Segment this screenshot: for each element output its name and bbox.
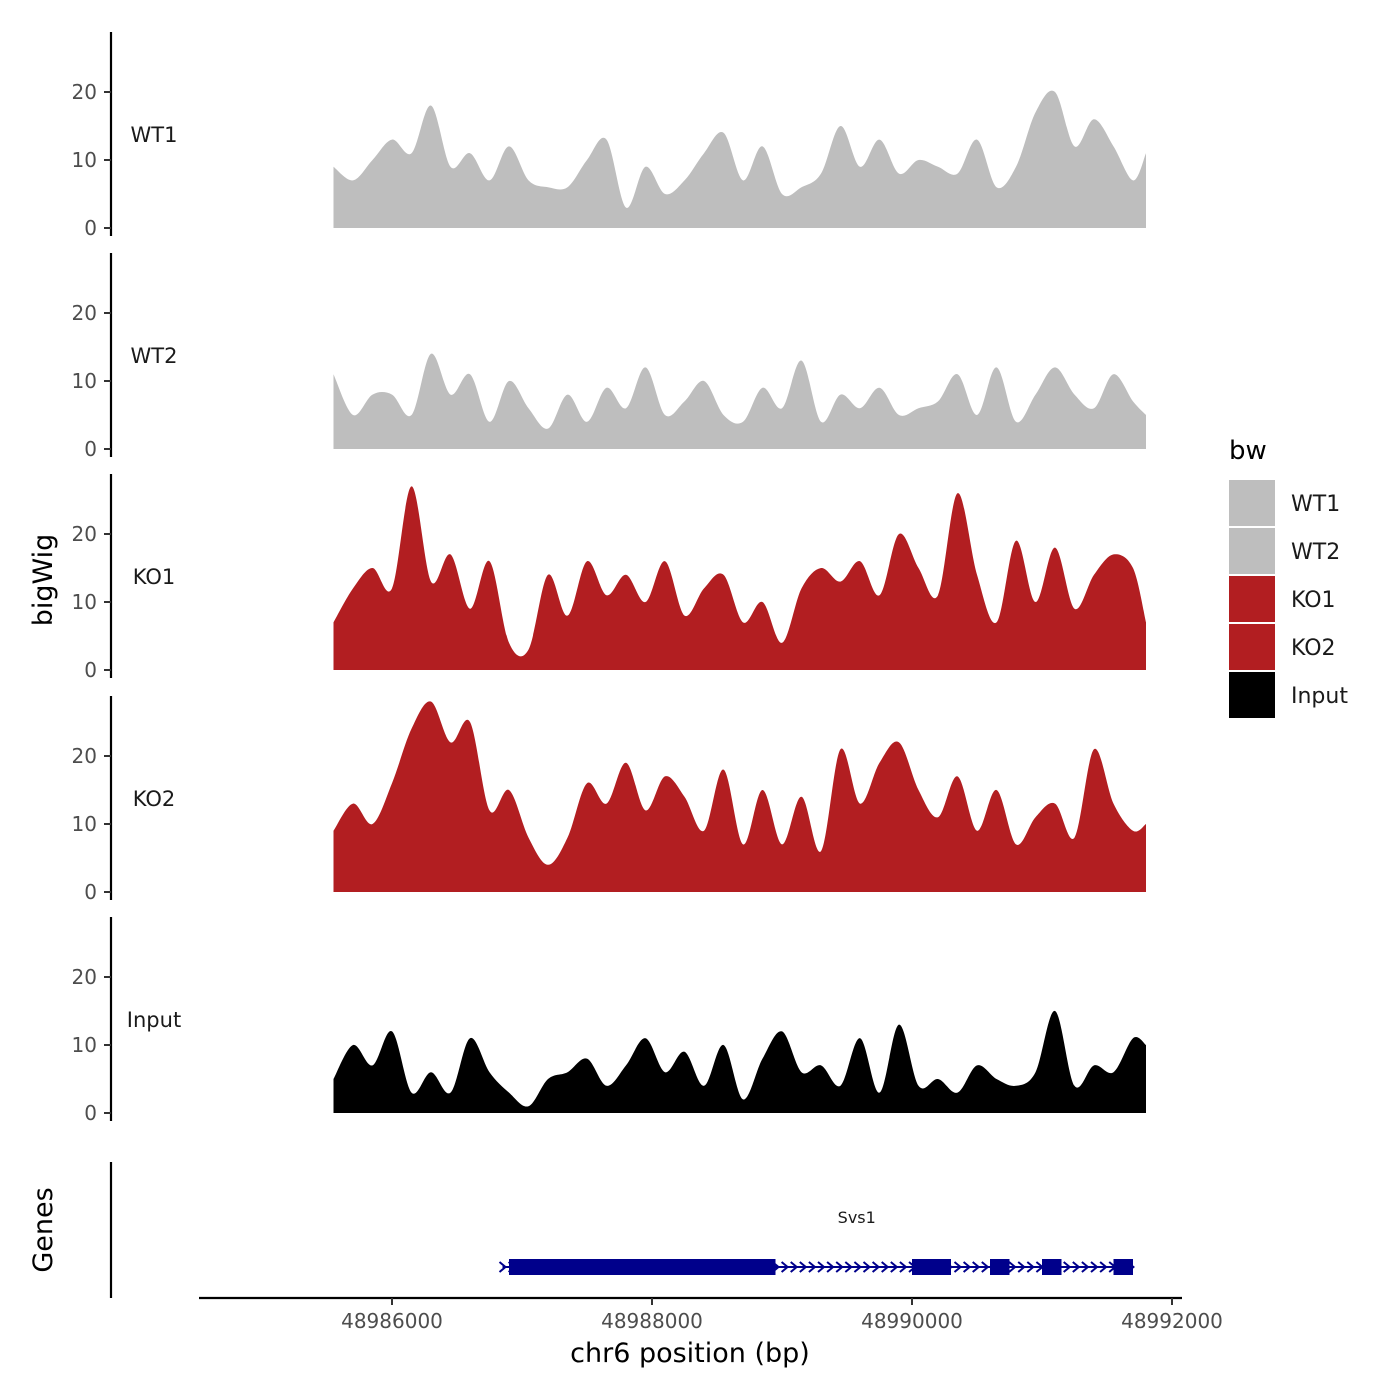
track-wt2: 0 10 20 WT2 [72, 253, 1146, 461]
strand-arrow-icon [498, 1261, 508, 1273]
strand-arrow-icon [853, 1261, 862, 1273]
track-label-input: Input [127, 1008, 181, 1032]
legend-label-wt1: WT1 [1291, 492, 1340, 517]
strand-arrow-icon [1026, 1261, 1035, 1273]
signal-area-wt2 [333, 353, 1146, 449]
track-label-wt1: WT1 [131, 123, 178, 147]
y-tick-label: 10 [72, 1033, 97, 1057]
y-tick-label: 20 [72, 965, 97, 989]
strand-arrow-icon [1099, 1261, 1108, 1273]
gene-exon-3 [990, 1259, 1010, 1275]
x-tick-label: 48986000 [341, 1309, 443, 1333]
strand-arrow-icon [799, 1261, 808, 1273]
strand-arrow-icon [817, 1261, 826, 1273]
x-tick-label: 48992000 [1121, 1309, 1223, 1333]
signal-area-ko1 [333, 486, 1146, 670]
gene-panel: Genes Svs1 [28, 1162, 1135, 1298]
track-ko2: 0 10 20 KO2 [72, 696, 1146, 904]
y-tick-label: 0 [84, 1101, 97, 1125]
track-ko1: 0 10 20 KO1 [72, 474, 1146, 682]
strand-arrow-icon [790, 1261, 799, 1273]
legend-title: bw [1229, 436, 1267, 466]
y-tick-label: 10 [72, 590, 97, 614]
strand-arrow-icon [1063, 1261, 1072, 1273]
strand-arrow-icon [862, 1261, 872, 1273]
y-axis-title: bigWig [28, 534, 59, 627]
strand-arrow-icon [972, 1261, 981, 1273]
legend-label-input: Input [1291, 684, 1348, 709]
gene-model [498, 1259, 1135, 1275]
signal-area-input [333, 1010, 1146, 1113]
strand-arrow-icon [780, 1261, 790, 1273]
y-tick-label: 20 [72, 522, 97, 546]
y-tick-label: 20 [72, 744, 97, 768]
y-tick-label: 0 [84, 658, 97, 682]
track-input: 0 10 20 Input [72, 917, 1146, 1125]
strand-arrow-icon [1017, 1261, 1026, 1273]
x-tick-label: 48988000 [601, 1309, 703, 1333]
legend: bw WT1 WT2 KO1 KO2 Input [1229, 436, 1348, 718]
strand-arrow-icon [899, 1261, 908, 1273]
y-tick-label: 0 [84, 216, 97, 240]
legend-swatch-wt1 [1229, 480, 1275, 526]
gene-exon-5 [1113, 1259, 1133, 1275]
legend-label-ko1: KO1 [1291, 588, 1336, 613]
track-label-ko1: KO1 [133, 565, 176, 589]
x-axis-title: chr6 position (bp) [570, 1338, 810, 1369]
legend-swatch-ko2 [1229, 624, 1275, 670]
strand-arrow-icon [1008, 1261, 1017, 1273]
gene-exon-2 [912, 1259, 951, 1275]
strand-arrow-icon [890, 1261, 899, 1273]
strand-arrow-icon [1072, 1261, 1081, 1273]
track-label-wt2: WT2 [131, 344, 178, 368]
legend-swatch-input [1229, 672, 1275, 718]
strand-arrow-icon [881, 1261, 890, 1273]
strand-arrow-icon [808, 1261, 817, 1273]
y-tick-label: 10 [72, 812, 97, 836]
strand-arrow-icon [835, 1261, 844, 1273]
y-tick-label: 0 [84, 880, 97, 904]
x-axis: 48986000 48988000 48990000 48992000 [199, 1296, 1223, 1333]
x-tick-label: 48990000 [861, 1309, 963, 1333]
y-tick-label: 20 [72, 80, 97, 104]
track-wt1: 0 10 20 WT1 [72, 32, 1146, 240]
gene-name-label: Svs1 [838, 1208, 876, 1227]
genes-axis-title: Genes [28, 1187, 59, 1272]
y-tick-label: 10 [72, 369, 97, 393]
track-label-ko2: KO2 [133, 787, 176, 811]
gene-exon-4 [1042, 1259, 1062, 1275]
strand-arrow-icon [826, 1261, 835, 1273]
strand-arrow-icon [1090, 1261, 1099, 1273]
y-tick-label: 20 [72, 301, 97, 325]
strand-arrow-icon [962, 1261, 972, 1273]
legend-label-ko2: KO2 [1291, 636, 1336, 661]
signal-tracks: 0 10 20 WT1 0 10 20 WT2 0 10 20 KO1 0 10 20 KO2 0 10 20 Inp… [72, 32, 1146, 1125]
strand-arrow-icon [953, 1261, 963, 1273]
signal-area-ko2 [333, 701, 1146, 892]
signal-area-wt1 [333, 90, 1146, 228]
strand-arrow-icon [981, 1261, 990, 1273]
legend-swatch-wt2 [1229, 528, 1275, 574]
strand-arrow-icon [844, 1261, 853, 1273]
legend-label-wt2: WT2 [1291, 540, 1340, 565]
strand-arrow-icon [1081, 1261, 1090, 1273]
strand-arrow-icon [871, 1261, 881, 1273]
y-tick-label: 0 [84, 437, 97, 461]
y-tick-label: 10 [72, 148, 97, 172]
gene-exon-1 [509, 1259, 776, 1275]
legend-swatch-ko1 [1229, 576, 1275, 622]
